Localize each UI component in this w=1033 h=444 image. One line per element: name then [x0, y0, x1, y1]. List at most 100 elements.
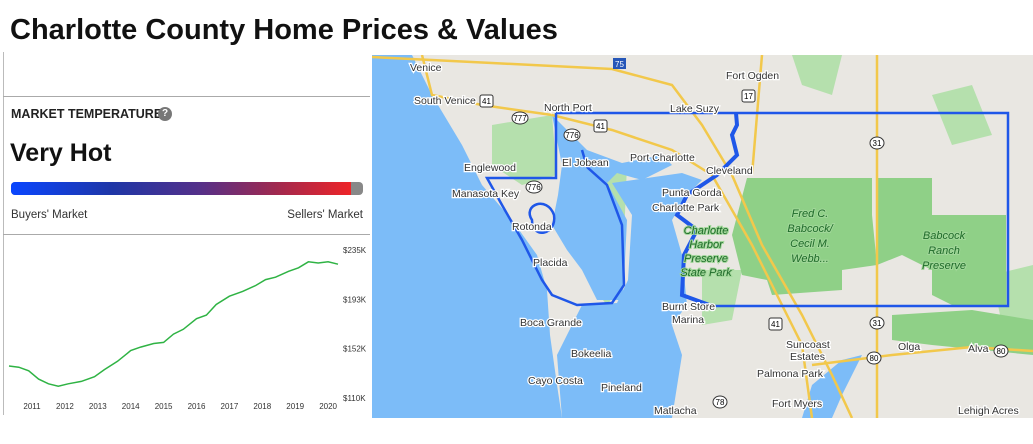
- shield-80: 80: [993, 344, 1009, 358]
- us-41: [420, 55, 814, 418]
- svg-text:State Park: State Park: [680, 267, 732, 279]
- temperature-bar-fill: [11, 182, 351, 195]
- x-tick-label: 2011: [23, 402, 41, 411]
- y-tick-label: $235K: [343, 246, 367, 255]
- x-tick-label: 2012: [56, 402, 74, 411]
- label-matlacha: Matlacha: [654, 405, 697, 417]
- svg-text:776: 776: [565, 131, 579, 140]
- svg-text:31: 31: [873, 139, 882, 148]
- svg-text:31: 31: [873, 319, 882, 328]
- shield-776: 776: [525, 180, 543, 194]
- route-shields: 75 41 41 17 777 776 776 31 31 41 80 80 7…: [479, 58, 1009, 409]
- price-line: [8, 261, 339, 387]
- parks: [732, 178, 1033, 355]
- label-lehigh-acres: Lehigh Acres: [958, 405, 1019, 417]
- label-cleveland: Cleveland: [706, 165, 753, 177]
- svg-text:Preserve: Preserve: [684, 253, 728, 265]
- shield-31: 31: [869, 136, 885, 150]
- svg-text:80: 80: [997, 347, 1006, 356]
- label-fort-ogden: Fort Ogden: [726, 70, 779, 82]
- label-suncoast: Suncoast: [786, 339, 830, 351]
- svg-text:Preserve: Preserve: [922, 260, 966, 272]
- shield-80: 80: [866, 351, 882, 365]
- svg-text:776: 776: [527, 183, 541, 192]
- water: [372, 55, 862, 418]
- divider: [3, 234, 370, 235]
- webb-wma: [732, 178, 877, 295]
- svg-text:17: 17: [744, 92, 753, 101]
- label-englewood: Englewood: [464, 162, 516, 174]
- x-tick-label: 2014: [122, 402, 140, 411]
- shield-17: 17: [741, 89, 756, 103]
- svg-text:Charlotte: Charlotte: [684, 225, 729, 237]
- label-north-port: North Port: [544, 102, 592, 114]
- interstate-75: [372, 55, 854, 418]
- x-tick-label: 2020: [319, 402, 337, 411]
- svg-text:41: 41: [771, 320, 780, 329]
- label-estates: Estates: [790, 351, 825, 363]
- x-tick-label: 2017: [221, 402, 239, 411]
- route-17: [750, 55, 764, 176]
- page-title: Charlotte County Home Prices & Values: [10, 14, 558, 46]
- shield-31: 31: [869, 316, 885, 330]
- label-punta-gorda: Punta Gorda: [662, 187, 722, 199]
- label-pineland: Pineland: [601, 382, 642, 394]
- shield-75: 75: [613, 58, 626, 69]
- county-map[interactable]: 75 41 41 17 777 776 776 31 31 41 80 80 7…: [372, 55, 1033, 418]
- svg-text:Cecil M.: Cecil M.: [790, 238, 830, 250]
- svg-text:Fred C.: Fred C.: [792, 208, 829, 220]
- shield-41: 41: [479, 94, 494, 108]
- county-boundary: [484, 111, 1010, 308]
- label-placida: Placida: [533, 257, 568, 269]
- park-labels: Charlotte Harbor Preserve State Park Fre…: [679, 207, 967, 280]
- label-venice: Venice: [410, 62, 442, 74]
- label-south-venice: South Venice: [414, 95, 476, 107]
- label-charlotte-park: Charlotte Park: [652, 202, 720, 214]
- x-tick-label: 2018: [253, 402, 271, 411]
- market-temperature-label: MARKET TEMPERATURE: [11, 107, 163, 121]
- svg-text:Babcock/: Babcock/: [787, 223, 833, 235]
- label-palmona-park: Palmona Park: [757, 368, 824, 380]
- svg-text:777: 777: [513, 114, 527, 123]
- shield-41: 41: [768, 317, 783, 331]
- buyers-market-label: Buyers' Market: [11, 209, 88, 221]
- x-tick-label: 2019: [286, 402, 304, 411]
- label-el-jobean: El Jobean: [562, 157, 609, 169]
- svg-text:Babcock: Babcock: [923, 230, 966, 242]
- label-olga: Olga: [898, 341, 920, 353]
- svg-text:Harbor: Harbor: [689, 239, 724, 251]
- y-tick-label: $152K: [343, 345, 367, 354]
- divider: [3, 96, 370, 97]
- market-temperature-value: Very Hot: [10, 139, 112, 167]
- label-marina: Marina: [672, 314, 704, 326]
- svg-text:78: 78: [716, 398, 725, 407]
- shield-776: 776: [563, 128, 581, 142]
- shield-41: 41: [593, 119, 608, 133]
- svg-text:75: 75: [615, 60, 624, 69]
- roads: [372, 55, 1033, 418]
- label-rotonda: Rotonda: [512, 221, 552, 233]
- sellers-market-label: Sellers' Market: [287, 209, 363, 221]
- x-tick-label: 2016: [188, 402, 206, 411]
- label-port-charlotte: Port Charlotte: [630, 152, 695, 164]
- svg-text:Ranch: Ranch: [928, 245, 960, 257]
- y-tick-label: $193K: [343, 295, 367, 304]
- svg-text:41: 41: [482, 97, 491, 106]
- svg-text:Webb...: Webb...: [791, 253, 829, 265]
- label-cayo-costa: Cayo Costa: [528, 375, 583, 387]
- market-temperature-bar: [11, 182, 363, 195]
- question-circle-icon[interactable]: ?: [158, 107, 172, 121]
- shield-78: 78: [712, 395, 728, 409]
- label-alva: Alva: [968, 343, 989, 355]
- label-manasota-key: Manasota Key: [452, 188, 520, 200]
- place-labels: Venice South Venice North Port Lake Suzy…: [409, 61, 1020, 418]
- label-fort-myers: Fort Myers: [772, 398, 822, 410]
- svg-text:41: 41: [596, 122, 605, 131]
- babcock-ranch: [877, 178, 1006, 305]
- label-lake-suzy: Lake Suzy: [670, 103, 720, 115]
- label-burnt-store: Burnt Store: [662, 301, 715, 313]
- label-bokeelia: Bokeelia: [571, 348, 611, 360]
- y-tick-label: $110K: [343, 394, 366, 403]
- x-tick-label: 2013: [89, 402, 107, 411]
- shield-777: 777: [511, 111, 529, 125]
